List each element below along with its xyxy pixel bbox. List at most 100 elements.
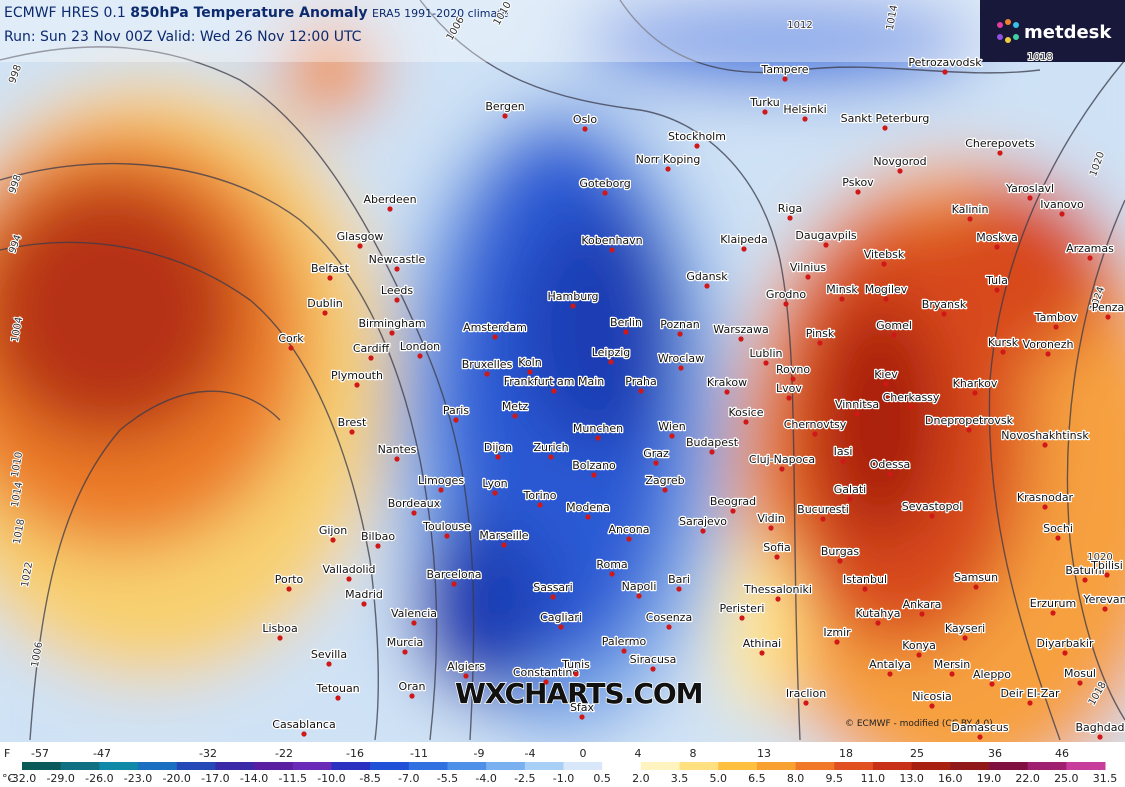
- city-label: Yaroslavl: [1005, 182, 1054, 195]
- city-label: Oslo: [573, 113, 597, 126]
- colorbar-c-label: -5.5: [437, 772, 458, 785]
- city-label: Bergen: [485, 100, 524, 113]
- city-dot: [653, 460, 659, 466]
- city-label: Goteborg: [579, 177, 630, 190]
- colorbar-c-label: -26.0: [85, 772, 113, 785]
- city-label: Petrozavodsk: [908, 56, 982, 69]
- city-dot: [626, 536, 632, 542]
- city-dot: [602, 190, 608, 196]
- city-label: Tunis: [561, 658, 590, 671]
- city-dot: [573, 671, 579, 677]
- city-dot: [451, 581, 457, 587]
- colorbar-cell: [950, 762, 990, 770]
- city-dot: [322, 310, 328, 316]
- city-dot: [1105, 314, 1111, 320]
- city-dot: [650, 666, 656, 672]
- city-dot: [779, 466, 785, 472]
- colorbar-cell: [834, 762, 874, 770]
- city-label: Galati: [834, 483, 866, 496]
- colorbar-cell: [292, 762, 332, 770]
- city-label: Novgorod: [873, 155, 926, 168]
- city-dot: [411, 510, 417, 516]
- colorbar-c-label: -4.0: [475, 772, 496, 785]
- colorbar-cell: [370, 762, 410, 770]
- city-label: Tetouan: [315, 682, 359, 695]
- field-name: 850hPa Temperature Anomaly: [130, 5, 367, 21]
- colorbar-c-label: 31.5: [1093, 772, 1118, 785]
- city-label: Samsun: [954, 571, 998, 584]
- city-dot: [759, 650, 765, 656]
- city-dot: [608, 359, 614, 365]
- city-dot: [724, 389, 730, 395]
- city-dot: [543, 679, 549, 685]
- city-dot: [763, 360, 769, 366]
- city-dot: [891, 332, 897, 338]
- city-label: Kharkov: [953, 377, 998, 390]
- colorbar-c-label: -32.0: [8, 772, 36, 785]
- colorbar-cell: [331, 762, 371, 770]
- city-dot: [623, 329, 629, 335]
- colorbar-cell: [640, 762, 681, 770]
- city-dot: [1027, 700, 1033, 706]
- city-label: Arzamas: [1066, 242, 1114, 255]
- city-dot: [591, 472, 597, 478]
- city-label: Aleppo: [973, 668, 1011, 681]
- city-label: Tula: [985, 274, 1008, 287]
- city-dot: [677, 331, 683, 337]
- city-dot: [962, 635, 968, 641]
- city-dot: [676, 586, 682, 592]
- city-dot: [730, 508, 736, 514]
- city-label: Sochi: [1043, 522, 1073, 535]
- city-label: Sassari: [533, 581, 573, 594]
- colorbar-c-label: -11.5: [279, 772, 307, 785]
- colorbar-c-label: -1.0: [553, 772, 574, 785]
- colorbar-f-label: 4: [635, 747, 642, 760]
- city-dot: [666, 624, 672, 630]
- city-dot: [662, 487, 668, 493]
- city-label: Zagreb: [645, 474, 684, 487]
- city-label: Vitebsk: [864, 248, 905, 261]
- city-label: Sofia: [763, 541, 790, 554]
- city-label: Grodno: [766, 288, 806, 301]
- city-label: Bolzano: [572, 459, 616, 472]
- city-label: London: [400, 340, 440, 353]
- city-dot: [1045, 351, 1051, 357]
- colorbar-c-label: -7.0: [398, 772, 419, 785]
- city-dot: [638, 388, 644, 394]
- city-dot: [704, 283, 710, 289]
- city-dot: [409, 693, 415, 699]
- city-dot: [301, 731, 307, 737]
- city-dot: [453, 417, 459, 423]
- city-dot: [444, 533, 450, 539]
- city-label: Iraclion: [786, 687, 826, 700]
- city-label: Dnepropetrovsk: [925, 414, 1014, 427]
- city-dot: [570, 303, 576, 309]
- city-label: Belfast: [311, 262, 350, 275]
- city-label: Odessa: [870, 458, 911, 471]
- city-label: Kiev: [874, 368, 898, 381]
- city-label: Dublin: [307, 297, 343, 310]
- city-label: Sarajevo: [679, 515, 727, 528]
- city-dot: [973, 584, 979, 590]
- city-label: Oran: [399, 680, 426, 693]
- city-label: Peristeri: [720, 602, 765, 615]
- city-dot: [669, 433, 675, 439]
- city-dot: [783, 301, 789, 307]
- city-dot: [775, 596, 781, 602]
- colorbar-c-label: 25.0: [1054, 772, 1079, 785]
- city-dot: [972, 390, 978, 396]
- city-dot: [492, 334, 498, 340]
- city-dot: [847, 496, 853, 502]
- colorbar-f-label: 36: [988, 747, 1002, 760]
- copyright: © ECMWF - modified (CC BY 4.0): [845, 719, 993, 729]
- city-label: Deir El-Zar: [1000, 687, 1060, 700]
- city-label: Sankt Peterburg: [841, 112, 930, 125]
- city-dot: [678, 365, 684, 371]
- colorbar-f-label: 13: [757, 747, 771, 760]
- city-dot: [394, 297, 400, 303]
- city-dot: [326, 661, 332, 667]
- city-dot: [1104, 572, 1110, 578]
- city-label: Lvov: [776, 382, 802, 395]
- city-label: Pinsk: [806, 327, 835, 340]
- city-label: Erzurum: [1030, 597, 1076, 610]
